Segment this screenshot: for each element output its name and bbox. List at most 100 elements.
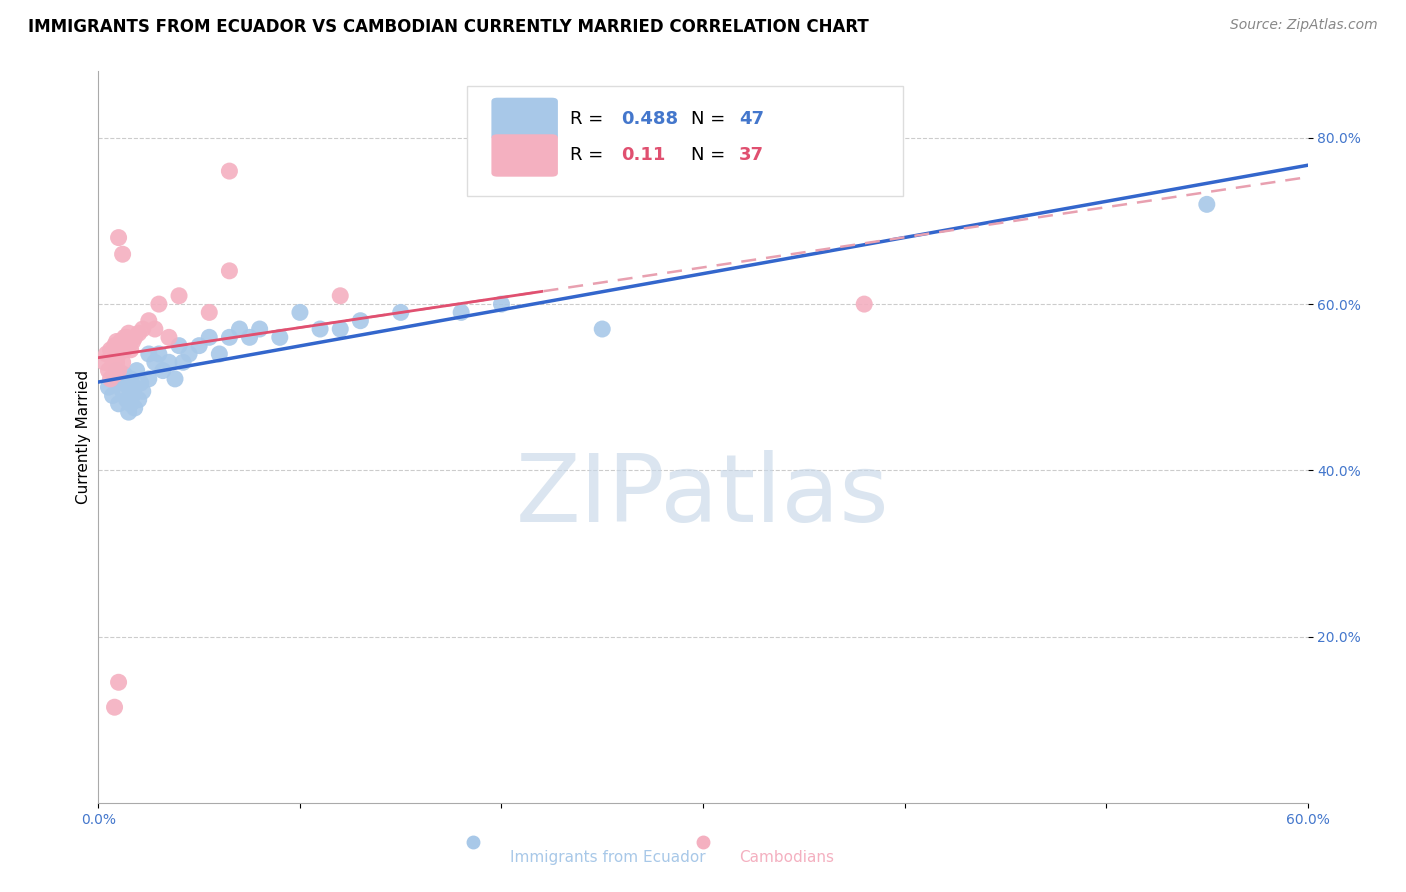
Point (101, 359, 124, 374)
Point (172, 355, 194, 369)
Text: 37: 37 (740, 146, 765, 164)
Point (129, 376, 152, 390)
Point (114, 330, 136, 344)
Point (103, 372, 125, 386)
Point (167, 289, 190, 303)
Point (107, 363, 129, 377)
Text: R =: R = (569, 146, 614, 164)
Point (329, 289, 352, 303)
Point (107, 230, 129, 244)
Point (198, 305, 221, 319)
Text: ZIPatlas: ZIPatlas (516, 450, 890, 541)
Text: 0.488: 0.488 (621, 110, 678, 128)
Point (107, 347, 129, 361)
Point (103, 368, 125, 382)
Text: IMMIGRANTS FROM ECUADOR VS CAMBODIAN CURRENTLY MARRIED CORRELATION CHART: IMMIGRANTS FROM ECUADOR VS CAMBODIAN CUR… (28, 18, 869, 36)
Point (118, 380, 141, 394)
Text: R =: R = (569, 110, 609, 128)
FancyBboxPatch shape (492, 98, 558, 140)
Point (143, 322, 166, 336)
Point (132, 322, 155, 336)
Point (163, 372, 186, 386)
Point (100, 343, 122, 357)
Point (198, 330, 221, 344)
Point (107, 343, 129, 357)
Point (97, 380, 120, 394)
Point (1195, 197, 1218, 211)
Point (93, 355, 115, 369)
Point (288, 305, 311, 319)
FancyBboxPatch shape (492, 135, 558, 177)
Point (249, 322, 271, 336)
Point (120, 343, 142, 357)
Point (228, 322, 250, 336)
Y-axis label: Currently Married: Currently Married (76, 370, 91, 504)
Point (218, 264, 240, 278)
Point (309, 322, 332, 336)
Point (148, 297, 170, 311)
Point (128, 392, 150, 407)
Point (118, 326, 141, 341)
Point (114, 343, 136, 357)
Point (450, 305, 472, 319)
Text: 47: 47 (740, 110, 765, 128)
Point (167, 338, 190, 352)
Point (152, 363, 174, 377)
Point (118, 338, 141, 352)
Point (107, 397, 129, 411)
Point (124, 401, 146, 415)
Point (105, 355, 128, 369)
Point (124, 380, 146, 394)
Point (591, 322, 613, 336)
Point (329, 322, 352, 336)
Point (125, 363, 148, 377)
Text: Source: ZipAtlas.com: Source: ZipAtlas.com (1230, 18, 1378, 32)
Point (121, 388, 143, 402)
Text: 0.11: 0.11 (621, 146, 665, 164)
Point (103, 700, 125, 714)
Point (208, 347, 231, 361)
Point (118, 405, 141, 419)
Point (132, 384, 155, 399)
Point (110, 376, 132, 390)
Point (138, 372, 160, 386)
Point (115, 330, 138, 344)
Point (103, 347, 125, 361)
Point (853, 297, 876, 311)
Point (349, 314, 371, 328)
Point (114, 368, 136, 382)
Point (239, 330, 262, 344)
Point (111, 355, 134, 369)
Point (105, 363, 128, 377)
Point (101, 388, 124, 402)
Point (101, 351, 124, 365)
FancyBboxPatch shape (467, 86, 903, 195)
Point (111, 247, 134, 261)
Text: N =: N = (690, 110, 731, 128)
Point (105, 334, 128, 349)
Point (218, 164, 240, 178)
Point (188, 338, 211, 352)
Point (269, 330, 291, 344)
Point (143, 355, 166, 369)
Point (111, 384, 134, 399)
Point (157, 330, 180, 344)
Point (148, 347, 170, 361)
Text: N =: N = (690, 146, 731, 164)
Point (120, 397, 142, 411)
Point (124, 330, 146, 344)
Point (115, 392, 138, 407)
Point (491, 297, 513, 311)
Point (120, 372, 142, 386)
Point (111, 343, 134, 357)
Point (138, 314, 160, 328)
Point (100, 372, 122, 386)
Point (179, 347, 201, 361)
Point (103, 338, 125, 352)
Point (97, 363, 120, 377)
Point (121, 334, 143, 349)
Text: Cambodians: Cambodians (740, 850, 834, 865)
Point (218, 330, 240, 344)
Point (389, 305, 412, 319)
Point (128, 326, 150, 341)
